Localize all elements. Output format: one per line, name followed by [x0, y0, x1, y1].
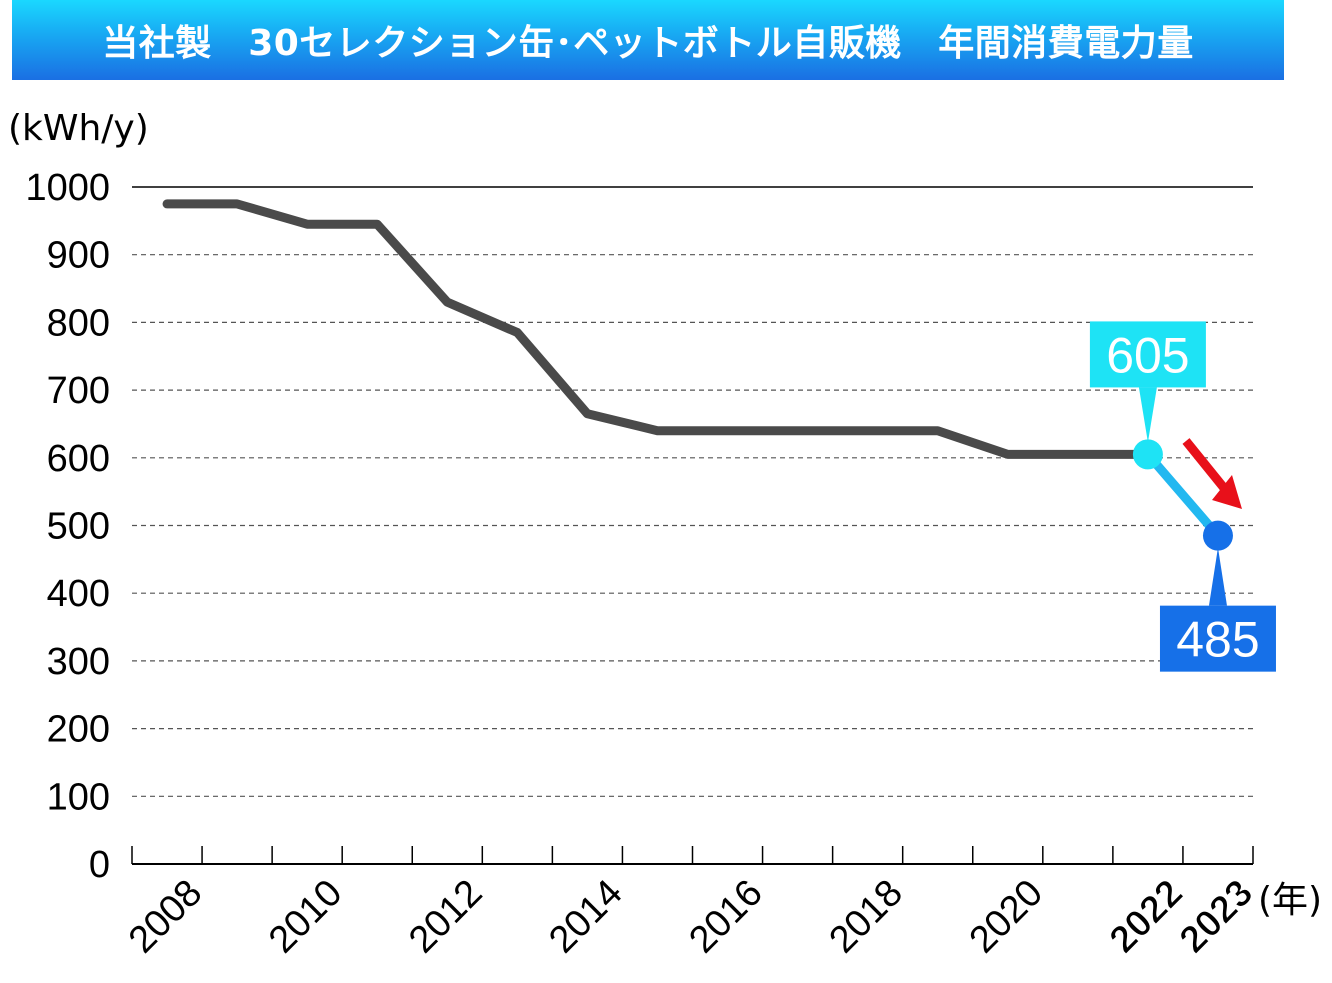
y-tick-label: 600: [47, 438, 110, 480]
x-tick-label: 2016: [681, 872, 770, 961]
y-tick-label: 900: [47, 235, 110, 277]
y-tick-label: 800: [47, 302, 110, 344]
y-tick-labels: 0 100 200 300 400 500 600 700 800 900 1000: [25, 167, 110, 886]
callout-pointer: [1208, 547, 1227, 606]
y-tick-label: 100: [47, 776, 110, 818]
callout-box: [1159, 605, 1276, 672]
y-tick-label: 200: [47, 709, 110, 751]
data-point: [1202, 520, 1233, 551]
highlight: 605 485: [1089, 321, 1276, 672]
y-tick-label: 300: [47, 641, 110, 683]
y-tick-label: 0: [89, 844, 110, 886]
callout-box: [1089, 321, 1206, 388]
x-axis-unit: (年): [1258, 880, 1322, 921]
x-tick-label: 2014: [541, 872, 630, 961]
x-tick-label: 2012: [401, 872, 490, 961]
data-label: 485: [1176, 612, 1259, 668]
y-axis-unit: (kWh/y): [8, 108, 149, 149]
x-tick-label: 2023: [1172, 872, 1261, 961]
series-line: [162, 199, 1153, 459]
y-tick-label: 500: [47, 506, 110, 548]
y-tick-label: 400: [47, 573, 110, 615]
grid-lines: [132, 186, 1253, 797]
x-tick-label: 2008: [121, 872, 210, 961]
callout-pointer: [1138, 387, 1157, 443]
series: [162, 199, 1223, 541]
trend-arrow-head: [1212, 475, 1242, 509]
trend-arrow-shaft: [1182, 438, 1228, 491]
data-point: [1132, 439, 1163, 470]
y-tick-label: 1000: [25, 167, 110, 209]
x-tick-label: 2010: [261, 872, 350, 961]
x-tick-label: 2018: [822, 872, 911, 961]
data-label: 605: [1106, 327, 1189, 383]
highlight-segment: [1143, 449, 1223, 541]
chart-title: 当社製 30セレクション缶･ペットボトル自販機 年間消費電力量: [12, 0, 1284, 80]
x-tick-label: 2020: [962, 872, 1051, 961]
axes: [131, 846, 1254, 865]
x-tick-label: 2022: [1102, 872, 1191, 961]
y-tick-label: 700: [47, 370, 110, 412]
